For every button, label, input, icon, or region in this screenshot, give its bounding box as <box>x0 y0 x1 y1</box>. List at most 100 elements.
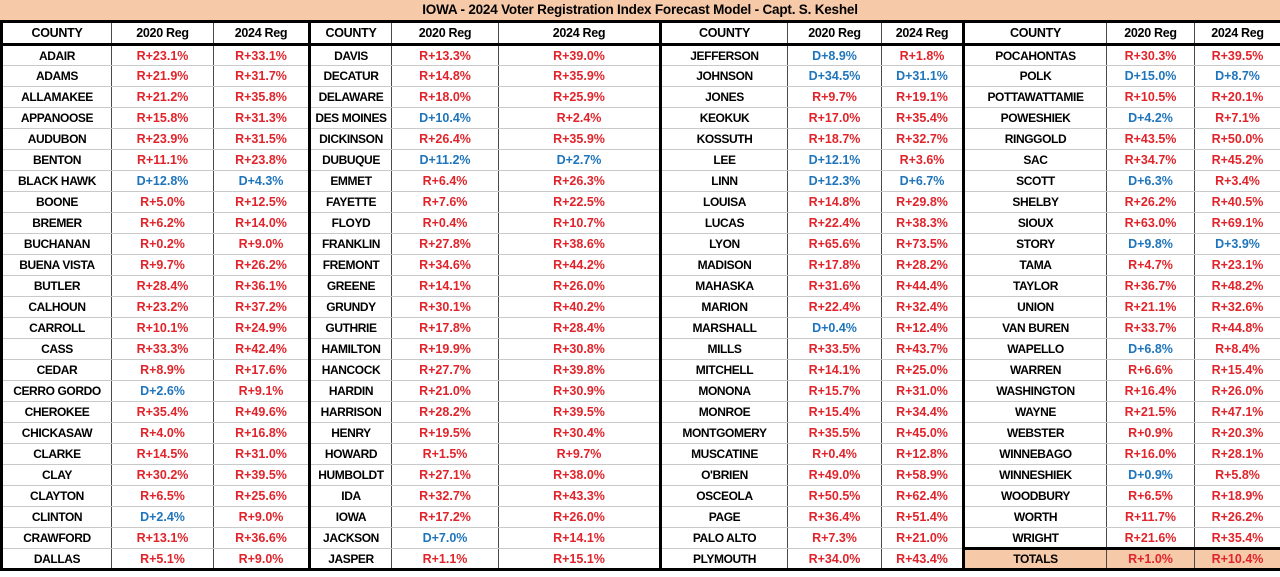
reg-2020-cell: R+6.6% <box>1106 359 1195 381</box>
reg-2024-cell: R+31.3% <box>213 107 310 129</box>
county-cell: WAYNE <box>962 401 1107 423</box>
reg-2024-cell: R+35.9% <box>498 128 661 150</box>
reg-2020-cell: R+6.5% <box>111 485 214 507</box>
county-cell: KOSSUTH <box>659 128 788 150</box>
county-cell: CALHOUN <box>1 296 112 318</box>
reg-2020-cell: R+17.0% <box>787 107 882 129</box>
reg-2020-cell: R+4.7% <box>1106 254 1195 276</box>
reg-2024-cell: R+21.0% <box>881 527 964 549</box>
county-cell: UNION <box>962 296 1107 318</box>
reg-2024-cell: R+14.0% <box>213 212 310 234</box>
reg-2020-cell: R+21.0% <box>391 380 499 402</box>
reg-2024-cell: R+43.4% <box>881 548 964 570</box>
county-cell: DICKINSON <box>308 128 392 150</box>
reg-2024-cell: R+36.6% <box>213 527 310 549</box>
reg-2020-cell: R+17.8% <box>787 254 882 276</box>
table-row: CLAYTON R+6.5% R+25.6% IDA R+32.7% R+43.3% OSC… <box>1 485 1280 507</box>
column-header-2020-reg: 2020 Reg <box>391 20 499 46</box>
county-cell: DUBUQUE <box>308 149 392 171</box>
reg-2020-cell: D+6.8% <box>1106 338 1195 360</box>
reg-2020-cell: D+12.3% <box>787 170 882 192</box>
table-row: BREMER R+6.2% R+14.0% FLOYD R+0.4% R+10.7% LUC… <box>1 212 1280 234</box>
reg-2024-cell: R+32.7% <box>881 128 964 150</box>
reg-2024-cell: R+48.2% <box>1194 275 1280 297</box>
reg-2024-cell: R+62.4% <box>881 485 964 507</box>
reg-2024-cell: R+15.4% <box>1194 359 1280 381</box>
reg-2024-cell: R+38.0% <box>498 464 661 486</box>
county-cell: HARRISON <box>308 401 392 423</box>
reg-2020-cell: R+14.8% <box>787 191 882 213</box>
table-header: COUNTY 2020 Reg 2024 Reg COUNTY 2020 Reg 2024… <box>1 20 1280 46</box>
reg-2024-cell: R+58.9% <box>881 464 964 486</box>
reg-2024-cell: D+31.1% <box>881 65 964 87</box>
reg-2024-cell: R+12.8% <box>881 443 964 465</box>
reg-2024-cell: R+50.0% <box>1194 128 1280 150</box>
table-row: CERRO GORDO D+2.6% R+9.1% HARDIN R+21.0% R+30… <box>1 380 1280 402</box>
reg-2024-cell: D+3.9% <box>1194 233 1280 255</box>
county-cell: WAPELLO <box>962 338 1107 360</box>
county-cell: JONES <box>659 86 788 108</box>
reg-2024-cell: R+12.5% <box>213 191 310 213</box>
county-cell: AUDUBON <box>1 128 112 150</box>
totals-label: TOTALS <box>962 547 1107 570</box>
county-cell: IDA <box>308 485 392 507</box>
column-header-county: COUNTY <box>962 20 1107 46</box>
reg-2024-cell: R+23.1% <box>1194 254 1280 276</box>
reg-2020-cell: R+14.1% <box>391 275 499 297</box>
county-cell: POLK <box>962 65 1107 87</box>
county-cell: DECATUR <box>308 65 392 87</box>
reg-2020-cell: R+26.2% <box>1106 191 1195 213</box>
county-cell: LINN <box>659 170 788 192</box>
reg-2020-cell: D+34.5% <box>787 65 882 87</box>
reg-2024-cell: R+26.2% <box>213 254 310 276</box>
table-row: BUTLER R+28.4% R+36.1% GREENE R+14.1% R+26.0%… <box>1 275 1280 297</box>
county-cell: HAMILTON <box>308 338 392 360</box>
county-cell: FREMONT <box>308 254 392 276</box>
header-row: COUNTY 2020 Reg 2024 Reg COUNTY 2020 Reg 2024… <box>1 20 1280 46</box>
reg-2020-cell: D+2.4% <box>111 506 214 528</box>
reg-2024-cell: R+44.4% <box>881 275 964 297</box>
county-cell: MONONA <box>659 380 788 402</box>
county-cell: BENTON <box>1 149 112 171</box>
table-row: ALLAMAKEE R+21.2% R+35.8% DELAWARE R+18.0% R+… <box>1 86 1280 108</box>
reg-2020-cell: R+0.2% <box>111 233 214 255</box>
reg-2020-cell: R+21.9% <box>111 65 214 87</box>
county-cell: MILLS <box>659 338 788 360</box>
reg-2024-cell: R+43.3% <box>498 485 661 507</box>
reg-2020-cell: R+27.8% <box>391 233 499 255</box>
county-cell: MONROE <box>659 401 788 423</box>
table-row: CLINTON D+2.4% R+9.0% IOWA R+17.2% R+26.0% PAG… <box>1 506 1280 528</box>
reg-2024-cell: R+30.9% <box>498 380 661 402</box>
county-cell: WARREN <box>962 359 1107 381</box>
table-row: CEDAR R+8.9% R+17.6% HANCOCK R+27.7% R+39.8% M… <box>1 359 1280 381</box>
reg-2024-cell: R+10.7% <box>498 212 661 234</box>
reg-2020-cell: D+2.6% <box>111 380 214 402</box>
table-row: AUDUBON R+23.9% R+31.5% DICKINSON R+26.4% R+3… <box>1 128 1280 150</box>
county-cell: MONTGOMERY <box>659 422 788 444</box>
reg-2020-cell: R+63.0% <box>1106 212 1195 234</box>
reg-2020-cell: R+18.0% <box>391 86 499 108</box>
county-cell: HOWARD <box>308 443 392 465</box>
reg-2020-cell: R+0.9% <box>1106 422 1195 444</box>
reg-2020-cell: R+50.5% <box>787 485 882 507</box>
table-row: BENTON R+11.1% R+23.8% DUBUQUE D+11.2% D+2.7%… <box>1 149 1280 171</box>
reg-2020-cell: D+8.9% <box>787 44 882 66</box>
county-cell: JASPER <box>308 548 392 570</box>
reg-2024-cell: R+33.1% <box>213 44 310 66</box>
reg-2020-cell: R+19.9% <box>391 338 499 360</box>
reg-2024-cell: R+26.0% <box>1194 380 1280 402</box>
column-header-2020-reg: 2020 Reg <box>111 20 214 46</box>
reg-2024-cell: R+28.2% <box>881 254 964 276</box>
county-cell: OSCEOLA <box>659 485 788 507</box>
reg-2024-cell: R+69.1% <box>1194 212 1280 234</box>
table-row: ADAMS R+21.9% R+31.7% DECATUR R+14.8% R+35.9%… <box>1 65 1280 87</box>
reg-2020-cell: R+22.4% <box>787 212 882 234</box>
county-cell: CARROLL <box>1 317 112 339</box>
reg-2024-cell: R+36.1% <box>213 275 310 297</box>
reg-2024-cell: R+39.5% <box>1194 44 1280 66</box>
reg-2024-cell: R+22.5% <box>498 191 661 213</box>
county-cell: GUTHRIE <box>308 317 392 339</box>
table-row: DALLAS R+5.1% R+9.0% JASPER R+1.1% R+15.1% PLY… <box>1 547 1280 570</box>
reg-2024-cell: R+20.1% <box>1194 86 1280 108</box>
reg-2024-cell: R+8.4% <box>1194 338 1280 360</box>
